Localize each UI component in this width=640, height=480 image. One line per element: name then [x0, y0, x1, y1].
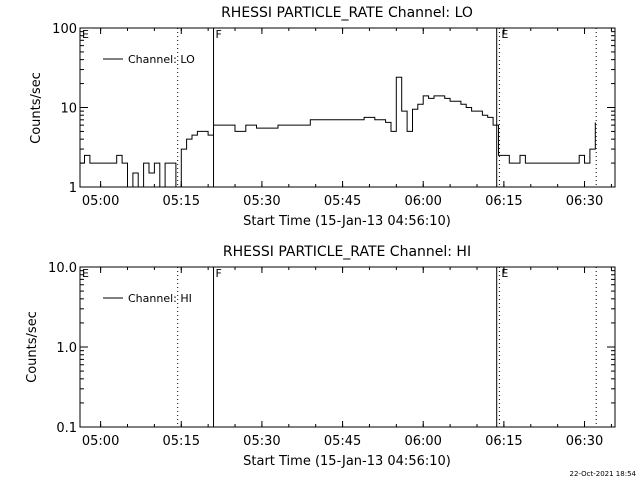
- event-marker-label: E: [501, 28, 508, 41]
- x-tick-label: 06:15: [485, 434, 522, 449]
- event-marker-label: F: [216, 267, 222, 280]
- x-tick-label: 06:00: [404, 194, 441, 209]
- y-axis-label: Counts/sec: [29, 72, 44, 144]
- date-stamp: 22-Oct-2021 18:54: [570, 470, 637, 478]
- x-axis-label: Start Time (15-Jan-13 04:56:10): [243, 454, 451, 469]
- x-tick-label: 05:15: [163, 434, 200, 449]
- y-tick-label: 0.1: [56, 421, 77, 436]
- x-tick-label: 06:00: [404, 434, 441, 449]
- y-tick-label: 100: [52, 22, 77, 37]
- x-tick-label: 05:00: [82, 434, 119, 449]
- y-axis-label: Counts/sec: [25, 311, 40, 383]
- chart-title: RHESSI PARTICLE_RATE Channel: LO: [221, 5, 473, 21]
- x-tick-label: 05:45: [324, 194, 361, 209]
- corner-label: E: [82, 28, 89, 41]
- series-line-lo: [80, 76, 596, 188]
- legend-entry: Channel: HI: [128, 292, 192, 305]
- chart-panel-hi: RHESSI PARTICLE_RATE Channel: HI 05:00 05…: [25, 244, 616, 469]
- x-tick-label: 06:30: [566, 434, 603, 449]
- x-tick-label: 05:15: [163, 194, 200, 209]
- x-tick-label: 05:30: [243, 434, 280, 449]
- y-tick-label: 10.0: [48, 261, 77, 276]
- x-tick-label: 05:00: [82, 194, 119, 209]
- y-tick-label: 1: [69, 181, 77, 196]
- x-tick-label: 05:45: [324, 434, 361, 449]
- x-tick-label: 06:30: [566, 194, 603, 209]
- y-tick-label: 10: [60, 102, 77, 117]
- x-tick-label: 06:15: [485, 194, 522, 209]
- chart-title: RHESSI PARTICLE_RATE Channel: HI: [223, 244, 471, 260]
- y-tick-label: 1.0: [56, 341, 77, 356]
- x-axis-label: Start Time (15-Jan-13 04:56:10): [243, 214, 451, 229]
- chart-panel-lo: RHESSI PARTICLE_RATE Channel: LO 05:00 05…: [29, 5, 616, 229]
- corner-label: E: [82, 267, 89, 280]
- event-marker-label: E: [501, 267, 508, 280]
- legend-entry: Channel: LO: [128, 53, 195, 66]
- x-tick-label: 05:30: [243, 194, 280, 209]
- event-marker-label: F: [216, 28, 222, 41]
